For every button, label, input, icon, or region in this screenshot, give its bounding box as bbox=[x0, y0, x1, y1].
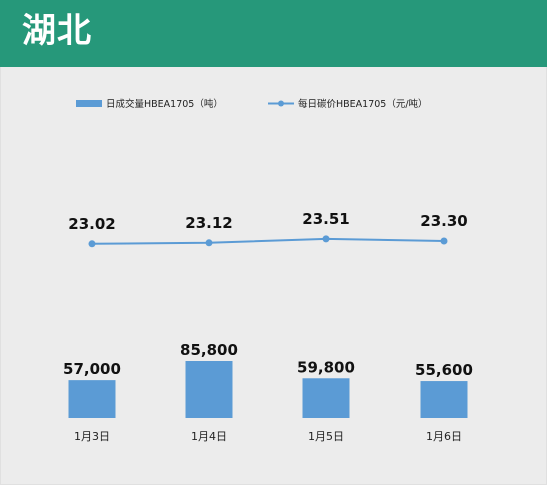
line-data-label: 23.12 bbox=[185, 214, 232, 232]
line-point bbox=[205, 239, 213, 247]
x-tick-label: 1月4日 bbox=[191, 430, 227, 443]
bar-data-label: 59,800 bbox=[297, 358, 355, 376]
legend-marker-line bbox=[278, 100, 284, 107]
bar bbox=[185, 361, 233, 418]
line-data-label: 23.02 bbox=[68, 215, 115, 233]
bar bbox=[420, 381, 468, 418]
x-tick-label: 1月5日 bbox=[308, 430, 344, 443]
bar bbox=[302, 378, 350, 418]
legend-label-bar: 日成交量HBEA1705（吨） bbox=[106, 98, 223, 110]
combo-chart: 日成交量HBEA1705（吨） 每日碳价HBEA1705（元/吨） 57,000 85… bbox=[63, 98, 473, 443]
line-point bbox=[440, 237, 448, 245]
bar-data-label: 55,600 bbox=[415, 361, 473, 379]
legend-swatch-bar bbox=[76, 100, 102, 107]
bar bbox=[68, 380, 116, 418]
line-data-label: 23.30 bbox=[420, 212, 467, 230]
line-point bbox=[322, 235, 330, 243]
line-data-label: 23.51 bbox=[302, 210, 349, 228]
line-point bbox=[88, 240, 96, 248]
chart-panel: 日成交量HBEA1705（吨） 每日碳价HBEA1705（元/吨） 57,000 85… bbox=[0, 67, 547, 485]
bar-data-label: 85,800 bbox=[180, 341, 238, 359]
page-title: 湖北 bbox=[22, 11, 92, 51]
x-tick-label: 1月3日 bbox=[74, 430, 110, 443]
header-bar: 湖北 bbox=[0, 0, 547, 67]
legend-label-line: 每日碳价HBEA1705（元/吨） bbox=[298, 98, 428, 110]
bar-data-label: 57,000 bbox=[63, 360, 121, 378]
x-tick-label: 1月6日 bbox=[426, 430, 462, 443]
line-series bbox=[91, 237, 445, 245]
